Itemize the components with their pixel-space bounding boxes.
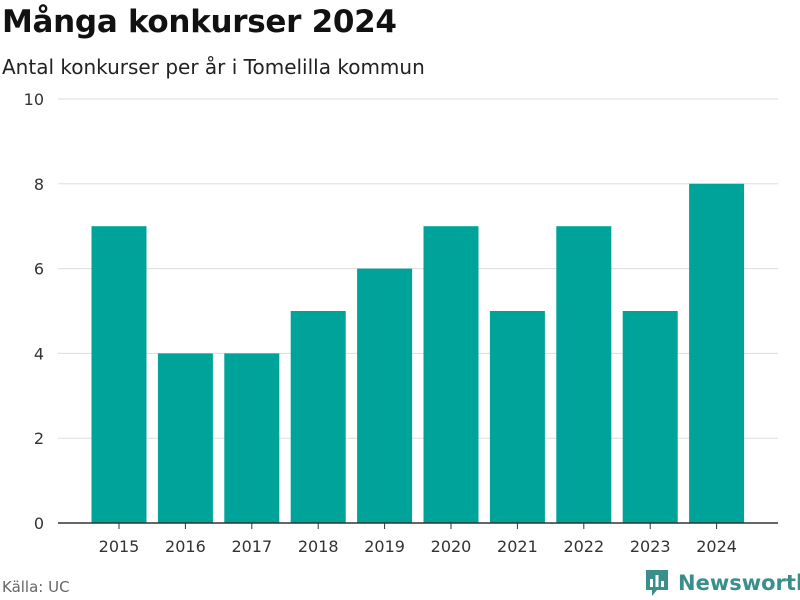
y-tick-label-8: 8 — [34, 175, 44, 194]
bar-2016 — [157, 353, 213, 523]
chart-subtitle: Antal konkurser per år i Tomelilla kommu… — [2, 55, 425, 79]
bar-2024 — [689, 183, 745, 524]
bar-2015 — [91, 226, 147, 523]
y-tick-label-6: 6 — [34, 260, 44, 279]
x-axis-labels: 2015 2016 2017 2018 2019 2020 2021 2022 2023 2024 — [99, 537, 737, 556]
x-tick-label-2019: 2019 — [364, 537, 405, 556]
x-tick-label-2020: 2020 — [431, 537, 472, 556]
bar-2017 — [224, 353, 280, 523]
bar-2018 — [290, 311, 346, 523]
source-note: Källa: UC — [2, 578, 70, 596]
x-tick-label-2016: 2016 — [165, 537, 206, 556]
x-tick-label-2024: 2024 — [696, 537, 737, 556]
bar-2019 — [357, 268, 413, 523]
y-tick-label-10: 10 — [24, 90, 44, 109]
bar-2023 — [622, 311, 678, 523]
bar-2021 — [489, 311, 545, 523]
y-tick-label-0: 0 — [34, 514, 44, 533]
y-axis-labels: 0 2 4 6 8 10 — [24, 90, 44, 533]
brand-name: Newsworthy — [678, 571, 800, 595]
x-tick-label-2015: 2015 — [99, 537, 140, 556]
x-tick-label-2018: 2018 — [298, 537, 339, 556]
bar-2022 — [556, 226, 612, 523]
y-tick-label-4: 4 — [34, 344, 44, 363]
newsworthy-logo: Newsworthy — [644, 568, 800, 598]
x-tick-label-2021: 2021 — [497, 537, 538, 556]
y-tick-label-2: 2 — [34, 429, 44, 448]
x-tick-label-2022: 2022 — [563, 537, 604, 556]
newsworthy-logo-icon — [646, 570, 668, 596]
bars — [91, 183, 745, 529]
x-tick-label-2023: 2023 — [630, 537, 671, 556]
chart-title: Många konkurser 2024 — [2, 4, 397, 40]
bar-2020 — [423, 226, 479, 523]
x-tick-label-2017: 2017 — [231, 537, 272, 556]
